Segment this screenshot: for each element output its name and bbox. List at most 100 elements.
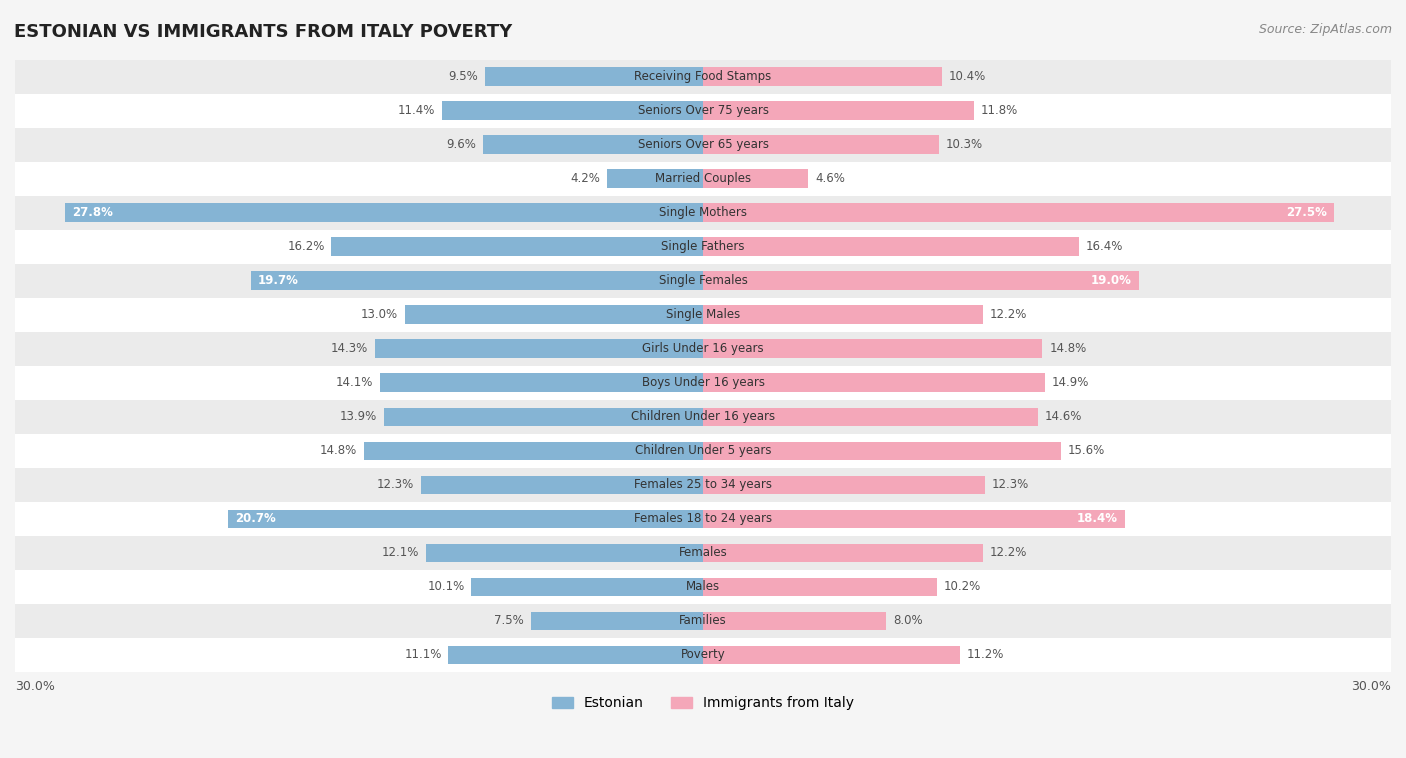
Bar xyxy=(228,509,703,528)
Text: 12.1%: 12.1% xyxy=(381,547,419,559)
Bar xyxy=(471,578,703,597)
Text: Females: Females xyxy=(679,547,727,559)
Bar xyxy=(15,298,1391,332)
Text: 20.7%: 20.7% xyxy=(235,512,276,525)
Text: Single Males: Single Males xyxy=(666,309,740,321)
Bar xyxy=(15,128,1391,161)
Text: 10.3%: 10.3% xyxy=(946,138,983,152)
Text: 13.9%: 13.9% xyxy=(340,410,377,424)
Text: 18.4%: 18.4% xyxy=(1077,512,1118,525)
Text: Single Mothers: Single Mothers xyxy=(659,206,747,219)
Text: 12.3%: 12.3% xyxy=(377,478,413,491)
Text: 27.8%: 27.8% xyxy=(72,206,114,219)
Bar xyxy=(426,543,703,562)
Bar xyxy=(703,374,1045,392)
Text: Source: ZipAtlas.com: Source: ZipAtlas.com xyxy=(1258,23,1392,36)
Bar xyxy=(703,169,808,188)
Text: 15.6%: 15.6% xyxy=(1067,444,1105,457)
Bar xyxy=(15,60,1391,94)
Text: 19.0%: 19.0% xyxy=(1091,274,1132,287)
Bar xyxy=(703,305,983,324)
Text: 4.2%: 4.2% xyxy=(569,172,600,185)
Bar xyxy=(252,271,703,290)
Bar xyxy=(15,536,1391,570)
Text: 14.8%: 14.8% xyxy=(319,444,357,457)
Bar xyxy=(703,578,936,597)
Text: 13.0%: 13.0% xyxy=(361,309,398,321)
Bar xyxy=(384,408,703,426)
Bar xyxy=(15,604,1391,638)
Bar xyxy=(15,434,1391,468)
Text: 14.6%: 14.6% xyxy=(1045,410,1083,424)
Text: Receiving Food Stamps: Receiving Food Stamps xyxy=(634,70,772,83)
Text: 10.4%: 10.4% xyxy=(949,70,986,83)
Bar xyxy=(703,203,1334,222)
Bar xyxy=(703,271,1139,290)
Bar xyxy=(15,161,1391,196)
Text: Males: Males xyxy=(686,581,720,594)
Text: 11.4%: 11.4% xyxy=(398,104,434,117)
Bar xyxy=(531,612,703,631)
Bar xyxy=(703,509,1125,528)
Bar xyxy=(420,475,703,494)
Text: 11.1%: 11.1% xyxy=(404,648,441,662)
Bar xyxy=(703,612,886,631)
Text: 14.3%: 14.3% xyxy=(330,343,368,356)
Bar xyxy=(375,340,703,359)
Bar xyxy=(15,264,1391,298)
Bar xyxy=(703,543,983,562)
Text: Families: Families xyxy=(679,615,727,628)
Bar xyxy=(405,305,703,324)
Bar xyxy=(15,94,1391,128)
Text: 7.5%: 7.5% xyxy=(495,615,524,628)
Text: Married Couples: Married Couples xyxy=(655,172,751,185)
Bar xyxy=(703,102,973,120)
Text: Single Fathers: Single Fathers xyxy=(661,240,745,253)
Text: 30.0%: 30.0% xyxy=(1351,681,1391,694)
Bar xyxy=(15,196,1391,230)
Text: 27.5%: 27.5% xyxy=(1286,206,1327,219)
Legend: Estonian, Immigrants from Italy: Estonian, Immigrants from Italy xyxy=(546,691,860,716)
Text: Females 25 to 34 years: Females 25 to 34 years xyxy=(634,478,772,491)
Text: 9.6%: 9.6% xyxy=(446,138,477,152)
Bar xyxy=(15,332,1391,366)
Text: 16.2%: 16.2% xyxy=(287,240,325,253)
Bar xyxy=(380,374,703,392)
Text: Girls Under 16 years: Girls Under 16 years xyxy=(643,343,763,356)
Bar xyxy=(364,441,703,460)
Text: Females 18 to 24 years: Females 18 to 24 years xyxy=(634,512,772,525)
Text: 14.1%: 14.1% xyxy=(336,376,373,390)
Text: 14.8%: 14.8% xyxy=(1049,343,1087,356)
Bar xyxy=(441,102,703,120)
Text: 11.2%: 11.2% xyxy=(967,648,1004,662)
Bar xyxy=(482,136,703,154)
Bar xyxy=(703,237,1080,256)
Bar xyxy=(15,502,1391,536)
Bar xyxy=(15,366,1391,400)
Text: 19.7%: 19.7% xyxy=(259,274,299,287)
Text: Seniors Over 65 years: Seniors Over 65 years xyxy=(637,138,769,152)
Bar xyxy=(703,475,986,494)
Bar xyxy=(703,646,960,664)
Bar xyxy=(332,237,703,256)
Bar xyxy=(15,570,1391,604)
Text: 11.8%: 11.8% xyxy=(980,104,1018,117)
Bar xyxy=(449,646,703,664)
Bar xyxy=(703,441,1060,460)
Text: Seniors Over 75 years: Seniors Over 75 years xyxy=(637,104,769,117)
Text: 4.6%: 4.6% xyxy=(815,172,845,185)
Text: Boys Under 16 years: Boys Under 16 years xyxy=(641,376,765,390)
Bar xyxy=(15,230,1391,264)
Text: 12.3%: 12.3% xyxy=(993,478,1029,491)
Text: Children Under 16 years: Children Under 16 years xyxy=(631,410,775,424)
Text: Poverty: Poverty xyxy=(681,648,725,662)
Bar xyxy=(703,340,1042,359)
Bar xyxy=(703,67,942,86)
Bar xyxy=(66,203,703,222)
Bar xyxy=(703,136,939,154)
Text: 12.2%: 12.2% xyxy=(990,309,1026,321)
Bar xyxy=(703,408,1038,426)
Text: 16.4%: 16.4% xyxy=(1085,240,1123,253)
Bar xyxy=(15,468,1391,502)
Text: 10.2%: 10.2% xyxy=(943,581,981,594)
